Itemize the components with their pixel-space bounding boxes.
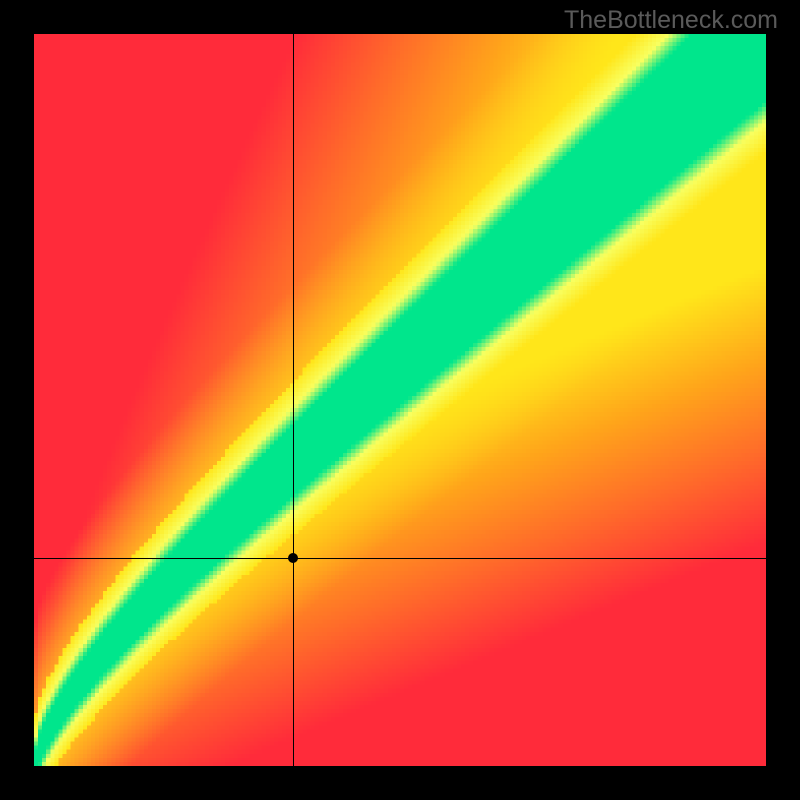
crosshair-vertical bbox=[293, 34, 294, 766]
plot-area bbox=[34, 34, 766, 766]
heatmap-canvas bbox=[34, 34, 766, 766]
chart-container: TheBottleneck.com bbox=[0, 0, 800, 800]
crosshair-horizontal bbox=[34, 558, 766, 559]
watermark-text: TheBottleneck.com bbox=[564, 6, 778, 35]
marker-dot bbox=[288, 553, 298, 563]
